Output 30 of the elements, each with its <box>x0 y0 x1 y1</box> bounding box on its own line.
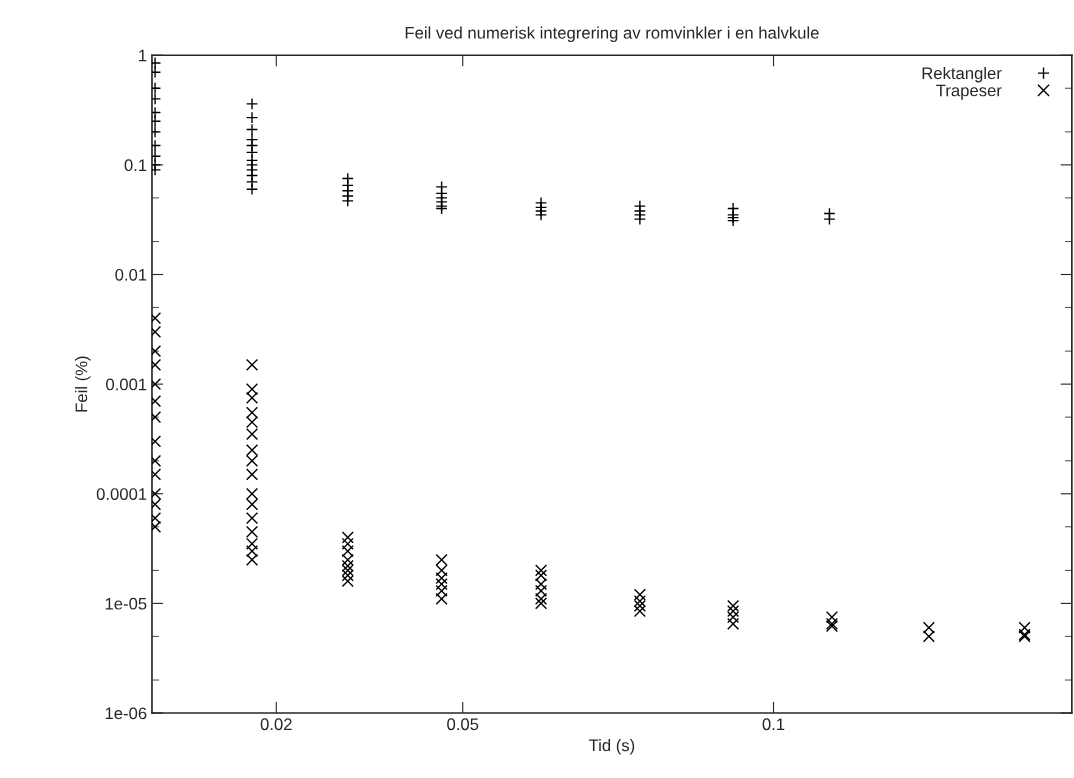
chart-title: Feil ved numerisk integrering av romvinkler i en halvkule <box>405 26 819 43</box>
point <box>245 111 259 124</box>
point <box>534 208 548 221</box>
point <box>151 82 162 95</box>
point <box>245 97 259 110</box>
point <box>245 123 259 136</box>
point <box>151 115 162 128</box>
y-tick-label: 0.01 <box>115 268 147 281</box>
point <box>151 125 162 138</box>
point <box>151 92 162 105</box>
point <box>151 106 162 119</box>
point <box>823 213 836 226</box>
x-tick-label: 0.05 <box>447 718 479 731</box>
x-axis-title: Tid (s) <box>588 738 635 755</box>
y-tick-label: 0.001 <box>106 378 147 391</box>
y-tick-label: 1 <box>139 49 147 62</box>
point <box>151 66 162 79</box>
legend-label: Rektangler <box>922 66 1002 83</box>
point <box>633 213 646 226</box>
y-tick-label: 1e-06 <box>105 707 147 720</box>
x-tick-label: 0.02 <box>260 718 292 731</box>
point <box>151 139 162 152</box>
y-axis-title: Feil (%) <box>75 356 91 412</box>
point <box>534 201 548 214</box>
legend-label: Trapeser <box>936 84 1002 100</box>
y-tick-label: 1e-05 <box>105 597 147 610</box>
y-tick-label: 0.1 <box>124 159 147 172</box>
x-tick-label: 0.1 <box>762 718 785 731</box>
y-tick-label: 0.0001 <box>96 488 147 500</box>
point <box>245 183 259 196</box>
